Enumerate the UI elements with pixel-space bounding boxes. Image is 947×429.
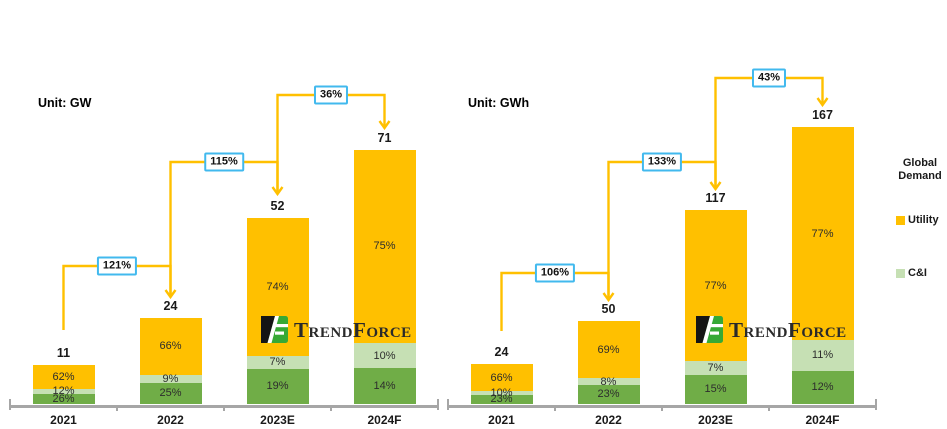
x-axis-label: 2023E — [260, 413, 295, 427]
axis-tick — [661, 406, 663, 411]
bar-segment-dark-green — [246, 368, 309, 404]
segment-percent-label: 15% — [704, 383, 727, 396]
growth-arrowhead-icon — [271, 186, 284, 197]
growth-rate-label: 43% — [751, 68, 787, 88]
segment-percent-label: 25% — [159, 387, 182, 400]
axis-tick — [437, 399, 439, 410]
segment-percent-label: 23% — [490, 393, 513, 406]
segment-percent-label: 12% — [811, 381, 834, 394]
bar-total-label: 24 — [494, 345, 509, 360]
axis-tick — [875, 399, 877, 410]
x-axis-label: 2021 — [488, 413, 515, 427]
trendforce-logo-icon — [261, 316, 288, 343]
growth-arrowhead-icon — [164, 289, 177, 300]
growth-arrowhead-icon — [378, 120, 391, 131]
bar-total-label: 71 — [377, 130, 392, 145]
growth-rate-label: 115% — [204, 152, 244, 172]
bar-total-label: 52 — [270, 198, 285, 213]
x-axis-label: 2024F — [367, 413, 402, 427]
bar-segment-dark-green — [791, 370, 854, 404]
segment-percent-label: 7% — [707, 362, 724, 375]
bar-total-label: 167 — [812, 107, 833, 122]
legend-title: Global Demand — [895, 157, 945, 183]
growth-arrowhead-icon — [709, 181, 722, 192]
bar-segment-dark-green — [470, 394, 533, 404]
segment-percent-label: 23% — [597, 388, 620, 401]
legend-item-label: Utility — [908, 214, 939, 226]
growth-rate-label: 36% — [313, 85, 349, 105]
segment-percent-label: 62% — [52, 370, 75, 383]
segment-percent-label: 69% — [597, 343, 620, 356]
axis-tick — [554, 406, 556, 411]
ci-swatch-icon — [896, 268, 905, 278]
legend-item-utility: Utility — [896, 214, 939, 226]
axis-tick — [223, 406, 225, 411]
segment-percent-label: 66% — [490, 371, 513, 384]
growth-arrowhead-icon — [816, 97, 829, 108]
trendforce-logo-icon — [696, 316, 723, 343]
bar-segment-ci — [470, 390, 533, 395]
bar-total-label: 50 — [601, 302, 616, 316]
segment-percent-label: 77% — [811, 227, 834, 240]
segment-percent-label: 14% — [373, 380, 396, 393]
bar-segment-ci — [353, 342, 416, 369]
bar-segment-ci — [246, 355, 309, 369]
x-axis-label: 2024F — [805, 413, 840, 427]
segment-percent-label: 10% — [373, 349, 396, 362]
segment-percent-label: 66% — [159, 340, 182, 353]
bar-segment-ci — [791, 340, 854, 371]
x-axis-label: 2021 — [50, 413, 77, 427]
axis-tick — [768, 406, 770, 411]
axis-tick — [447, 399, 449, 410]
segment-percent-label: 7% — [269, 356, 286, 369]
segment-percent-label: 9% — [162, 372, 179, 385]
segment-percent-label: 11% — [811, 349, 834, 362]
trendforce-logo-text: TrendForce — [729, 317, 847, 342]
segment-percent-label: 74% — [266, 280, 289, 293]
growth-rate-label: 121% — [96, 256, 138, 276]
segment-percent-label: 77% — [704, 279, 727, 292]
legend-title-line1: Global — [902, 157, 938, 169]
trendforce-logo: TrendForce — [696, 316, 847, 343]
segment-percent-label: 75% — [373, 240, 396, 253]
bar-segment-dark-green — [139, 382, 202, 404]
axis-tick — [330, 406, 332, 411]
bar-segment-dark-green — [353, 368, 416, 404]
segment-percent-label: 10% — [490, 386, 513, 399]
bar-total-label: 117 — [705, 190, 726, 205]
bar-segment-dark-green — [577, 384, 640, 404]
segment-percent-label: 12% — [52, 385, 75, 398]
bar-segment-ci — [32, 389, 95, 394]
bar-total-label: 11 — [56, 345, 71, 360]
segment-percent-label: 19% — [266, 380, 289, 393]
legend-item-ci: C&I — [896, 267, 927, 279]
bar-segment-utility — [32, 364, 95, 390]
axis-tick — [116, 406, 118, 411]
trendforce-logo: TrendForce — [261, 316, 412, 343]
bar-total-label: 24 — [163, 299, 178, 314]
bar-segment-ci — [577, 378, 640, 385]
bar-segment-dark-green — [684, 374, 747, 404]
bar-segment-utility — [470, 364, 533, 391]
segment-percent-label: 26% — [52, 392, 75, 405]
unit-label-gw: Unit: GW — [38, 96, 92, 110]
growth-rate-label: 133% — [641, 152, 683, 172]
axis-tick — [9, 399, 11, 410]
bar-segment-ci — [139, 374, 202, 383]
legend-title-line2: Demand — [898, 170, 942, 182]
trendforce-logo-text: TrendForce — [294, 317, 412, 342]
segment-percent-label: 8% — [600, 375, 617, 388]
utility-swatch-icon — [896, 215, 905, 225]
x-axis-label: 2022 — [157, 413, 184, 427]
x-axis-label: 2023E — [698, 413, 733, 427]
unit-label-gwh: Unit: GWh — [468, 96, 530, 110]
x-axis-label: 2022 — [595, 413, 622, 427]
bar-segment-ci — [684, 361, 747, 375]
legend-item-label: C&I — [908, 267, 927, 279]
bar-segment-dark-green — [32, 393, 95, 404]
legend: Global Demand Utility C&I — [893, 0, 947, 429]
growth-rate-label: 106% — [534, 263, 576, 283]
growth-arrowhead-icon — [602, 292, 615, 303]
